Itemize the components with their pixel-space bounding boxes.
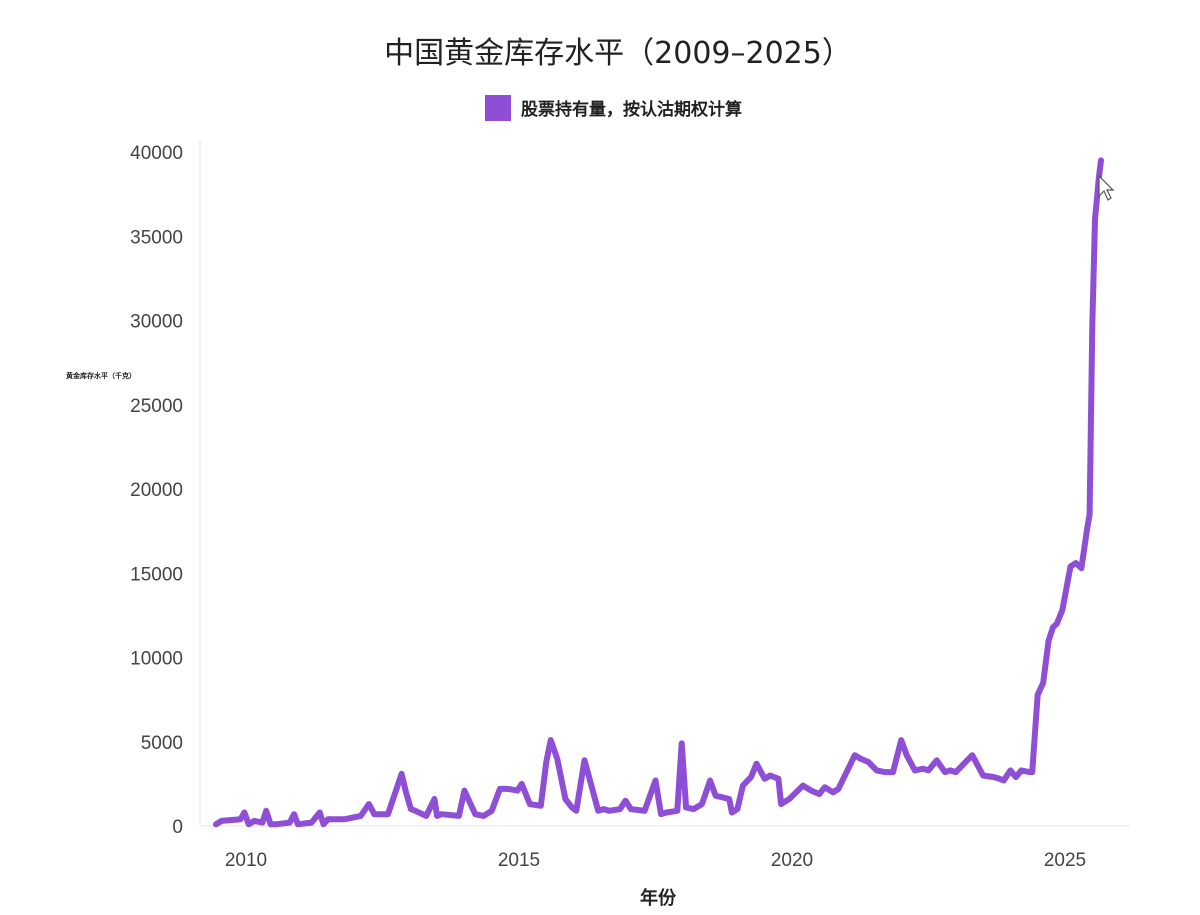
y-axis-label: 黄金库存水平（千克） bbox=[66, 371, 136, 380]
series-line bbox=[213, 157, 1104, 828]
y-axis-label-group: 黄金库存水平（千克） bbox=[66, 371, 136, 380]
cursor-pointer-icon bbox=[1098, 174, 1115, 201]
series-layer bbox=[213, 157, 1104, 828]
y-tick-labels: 0 5000 10000 15000 20000 25000 30000 35000 40000 bbox=[130, 143, 183, 838]
legend-label: 股票持有量，按认沽期权计算 bbox=[521, 99, 742, 120]
y-tick-label: 20000 bbox=[130, 480, 183, 501]
chart-title: 中国黄金库存水平（2009–2025） bbox=[384, 36, 852, 71]
y-tick-label: 25000 bbox=[130, 396, 183, 417]
legend: 股票持有量，按认沽期权计算 bbox=[485, 95, 742, 121]
y-tick-label: 40000 bbox=[130, 143, 183, 164]
y-tick-label: 10000 bbox=[130, 649, 183, 670]
x-tick-labels: 2010 2015 2020 2025 bbox=[225, 850, 1086, 871]
x-tick-label: 2020 bbox=[771, 850, 813, 871]
x-tick-label: 2010 bbox=[225, 850, 267, 871]
y-tick-label: 0 bbox=[172, 817, 183, 838]
y-tick-label: 30000 bbox=[130, 312, 183, 333]
y-tick-label: 35000 bbox=[130, 227, 183, 248]
x-tick-label: 2015 bbox=[498, 850, 540, 871]
x-axis-label: 年份 bbox=[640, 887, 677, 909]
y-tick-label: 5000 bbox=[141, 733, 183, 754]
y-tick-label: 15000 bbox=[130, 564, 183, 585]
x-tick-label: 2025 bbox=[1044, 850, 1086, 871]
legend-swatch bbox=[485, 95, 511, 121]
